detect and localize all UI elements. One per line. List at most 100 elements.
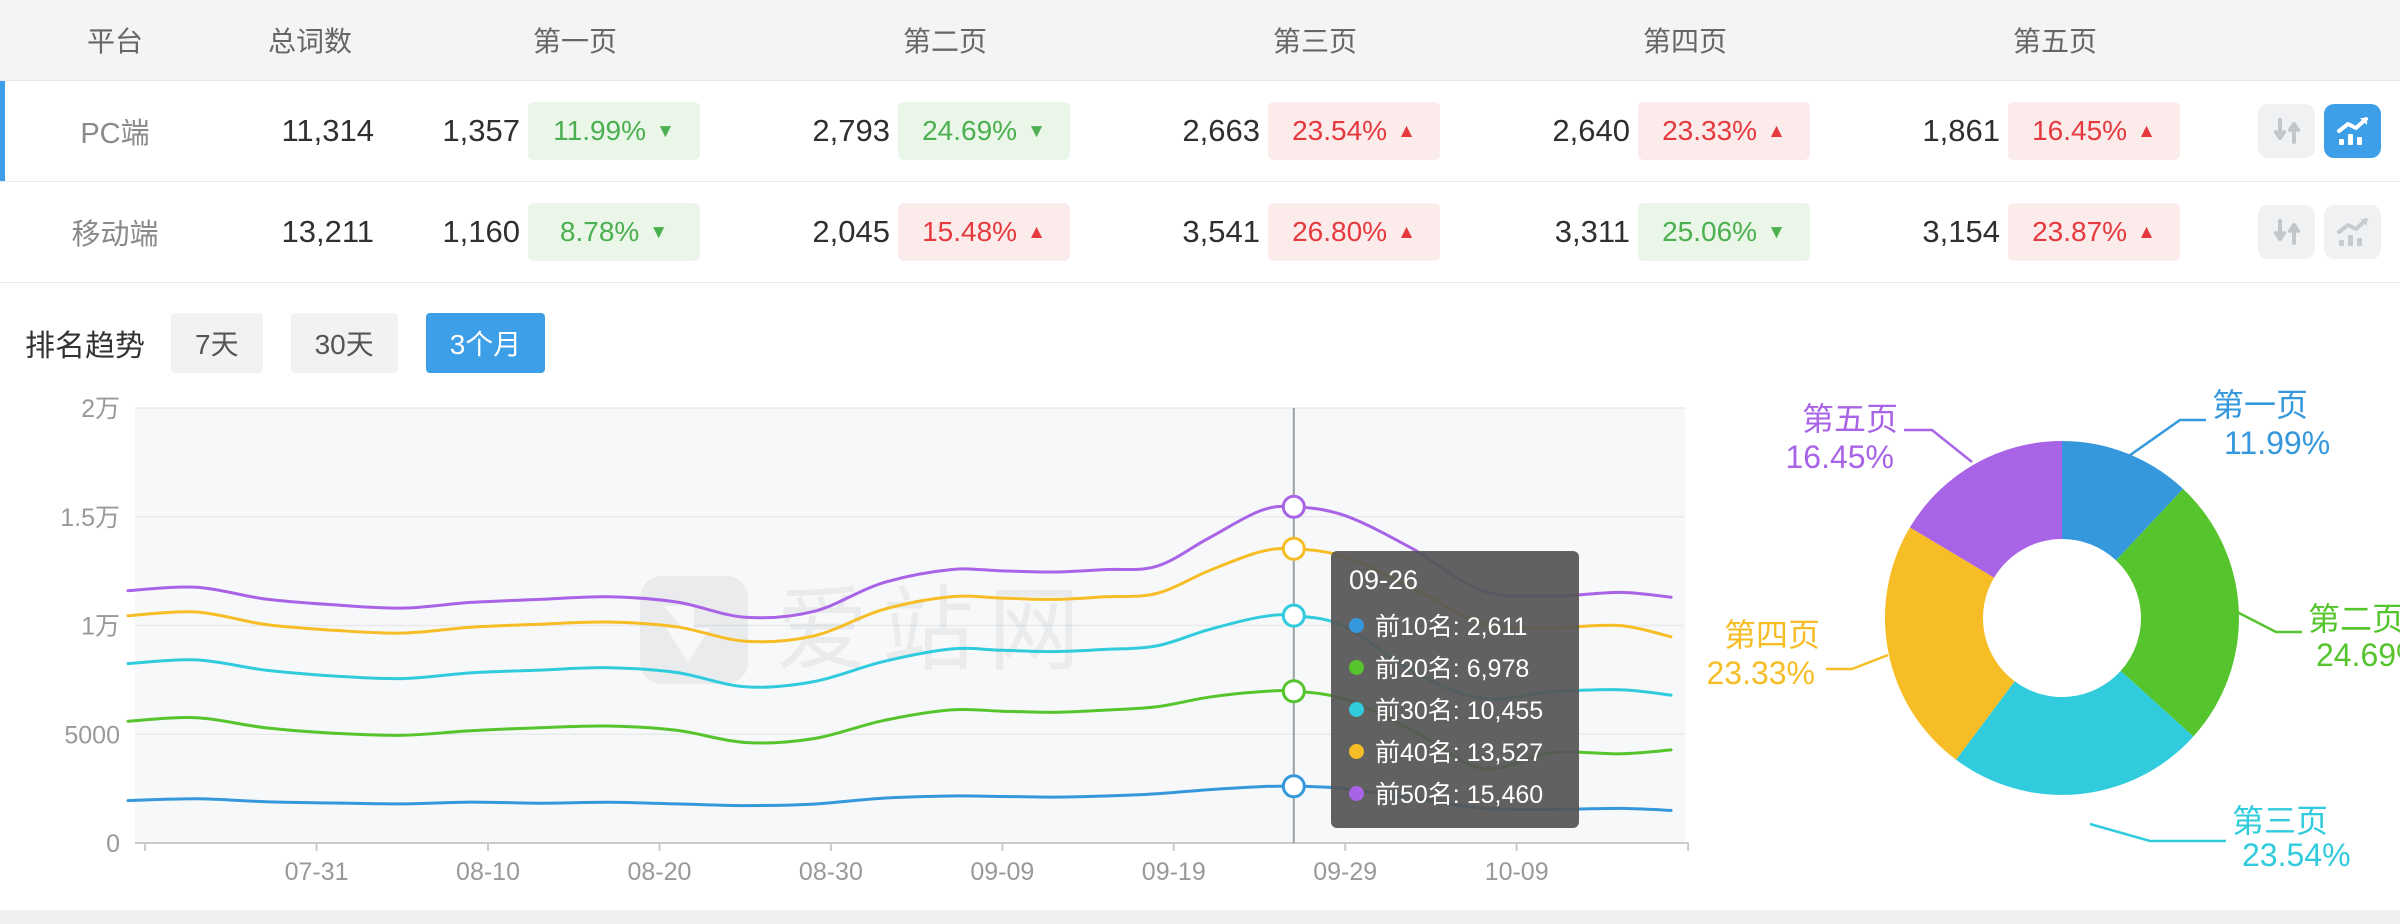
series-dot	[1349, 659, 1364, 675]
donut-slice-第三页[interactable]	[1956, 670, 2194, 795]
tooltip-item-text: 前10名: 2,611	[1375, 613, 1528, 641]
hover-point-marker	[1281, 679, 1306, 704]
donut-label-name: 第二页	[2308, 601, 2400, 637]
donut-slice-第四页[interactable]	[1884, 527, 2015, 760]
page-count: 3,311	[1554, 214, 1630, 249]
pct-value: 25.06%	[1662, 216, 1758, 247]
tooltip-date: 09-26	[1349, 565, 1419, 595]
page-3-cell: 3,541 26.80% ▲	[1130, 203, 1500, 261]
pct-value: 26.80%	[1292, 216, 1388, 247]
pct-value: 24.69%	[922, 115, 1018, 146]
y-axis-label: 5000	[64, 721, 120, 749]
column-header-3: 第一页	[532, 26, 617, 57]
page-3-cell: 2,663 23.54% ▲	[1130, 102, 1500, 160]
x-axis-label: 08-30	[799, 858, 863, 886]
series-dot	[1349, 701, 1364, 717]
table-header-row: 平台 总词数 第一页 第二页 第三页 第四页 第五页	[0, 0, 2400, 81]
x-axis-label: 07-31	[285, 858, 349, 886]
pct-badge: 26.80% ▲	[1268, 203, 1440, 261]
trend-tabs-bar: 排名趋势 7天 30天 3个月	[25, 312, 546, 374]
trend-range-tabs: 7天 30天 3个月	[171, 313, 546, 373]
x-axis-label: 09-09	[970, 858, 1034, 886]
donut-label-percent: 23.54%	[2242, 837, 2351, 873]
hover-point-marker	[1281, 494, 1306, 519]
pct-badge: 23.33% ▲	[1638, 102, 1810, 160]
label-leader-line	[1826, 653, 1889, 671]
column-header-4: 第二页	[902, 26, 987, 57]
tooltip-item: 前40名: 13,527	[1349, 730, 1561, 772]
column-header-1: 平台	[86, 26, 143, 57]
page-count: 2,640	[1552, 113, 1630, 148]
tab-range-1[interactable]: 7天	[171, 313, 263, 373]
page-count: 1,357	[442, 113, 520, 148]
label-leader-line	[1904, 428, 1973, 463]
pct-badge: 23.54% ▲	[1268, 102, 1440, 160]
x-axis-label: 08-10	[456, 858, 520, 886]
page-4-cell: 3,311 25.06% ▼	[1500, 203, 1870, 261]
donut-slice-第一页[interactable]	[2062, 441, 2184, 561]
page-1-cell: 1,160 8.78% ▼	[390, 203, 760, 261]
tooltip-item: 前20名: 6,978	[1349, 646, 1561, 688]
page-count: 1,861	[1922, 113, 2000, 148]
pct-badge: 15.48% ▲	[898, 203, 1070, 261]
watermark: 爱站网	[640, 576, 1094, 684]
column-header-5: 第三页	[1272, 26, 1357, 57]
label-leader-line	[2125, 418, 2206, 460]
total-count: 11,314	[281, 113, 374, 148]
y-axis-label: 0	[106, 830, 120, 858]
table-row[interactable]: 移动端 13,211 1,160 8.78% ▼ 2,045 15.48% ▲ 3,541 26.…	[0, 182, 2400, 283]
tab-range-3[interactable]: 3个月	[425, 313, 546, 373]
chart-tooltip: 09-26 前10名: 2,611 前20名: 6,978 前30名: 10,455…	[1331, 551, 1579, 828]
tooltip-items: 前10名: 2,611 前20名: 6,978 前30名: 10,455 前40名: …	[1349, 604, 1561, 814]
watermark-text: 爱站网	[776, 580, 1094, 682]
label-leader-line	[2089, 822, 2226, 843]
tooltip-item-text: 前50名: 15,460	[1375, 781, 1544, 809]
trend-section-title: 排名趋势	[25, 330, 145, 363]
pct-value: 23.33%	[1662, 115, 1758, 146]
sort-arrows-icon	[2273, 118, 2300, 144]
hover-point-marker	[1281, 536, 1306, 561]
series-dot	[1349, 785, 1364, 801]
tooltip-item: 前50名: 15,460	[1349, 772, 1561, 814]
trend-up-icon: ▲	[2137, 120, 2156, 142]
donut-label-percent: 16.45%	[1785, 439, 1894, 475]
sort-button[interactable]	[2258, 205, 2315, 259]
hover-point-marker	[1281, 774, 1306, 799]
page-bottom-strip	[0, 910, 2400, 924]
trend-chart-icon	[2336, 117, 2368, 145]
row-actions	[2240, 205, 2400, 259]
hover-point-marker	[1281, 603, 1306, 628]
chart-button[interactable]	[2324, 205, 2381, 259]
table-row[interactable]: PC端 11,314 1,357 11.99% ▼ 2,793 24.69% ▼ 2,663 23…	[0, 81, 2400, 182]
page-count: 2,663	[1182, 113, 1260, 148]
tooltip-item: 前30名: 10,455	[1349, 688, 1561, 730]
pct-value: 23.87%	[2032, 216, 2128, 247]
page-4-cell: 2,640 23.33% ▲	[1500, 102, 1870, 160]
tooltip-item-text: 前40名: 13,527	[1375, 739, 1544, 767]
platform-label: 移动端	[71, 219, 159, 251]
y-axis-label: 1.5万	[60, 504, 120, 532]
page-5-cell: 3,154 23.87% ▲	[1870, 203, 2240, 261]
x-axis-label: 08-20	[627, 858, 691, 886]
page-count: 2,793	[812, 113, 890, 148]
sort-button[interactable]	[2258, 104, 2315, 158]
pct-badge: 23.87% ▲	[2008, 203, 2180, 261]
tooltip-item-text: 前30名: 10,455	[1375, 697, 1544, 725]
pct-badge: 11.99% ▼	[528, 102, 700, 160]
chart-button[interactable]	[2324, 104, 2381, 158]
keyword-rank-table: PC端 11,314 1,357 11.99% ▼ 2,793 24.69% ▼ 2,663 23…	[0, 81, 2400, 283]
pct-badge: 16.45% ▲	[2008, 102, 2180, 160]
donut-label-name: 第一页	[2212, 387, 2308, 423]
donut-slice-第五页[interactable]	[1909, 441, 2062, 578]
donut-slice-第二页[interactable]	[2116, 488, 2239, 737]
platform-label: PC端	[80, 118, 150, 150]
donut-label-percent: 24.69%	[2316, 637, 2400, 673]
column-header-7: 第五页	[2012, 26, 2097, 57]
total-count: 13,211	[281, 214, 374, 249]
pct-badge: 25.06% ▼	[1638, 203, 1810, 261]
trend-up-icon: ▲	[1767, 120, 1786, 142]
pct-badge: 8.78% ▼	[528, 203, 700, 261]
tab-range-2[interactable]: 30天	[290, 313, 398, 373]
